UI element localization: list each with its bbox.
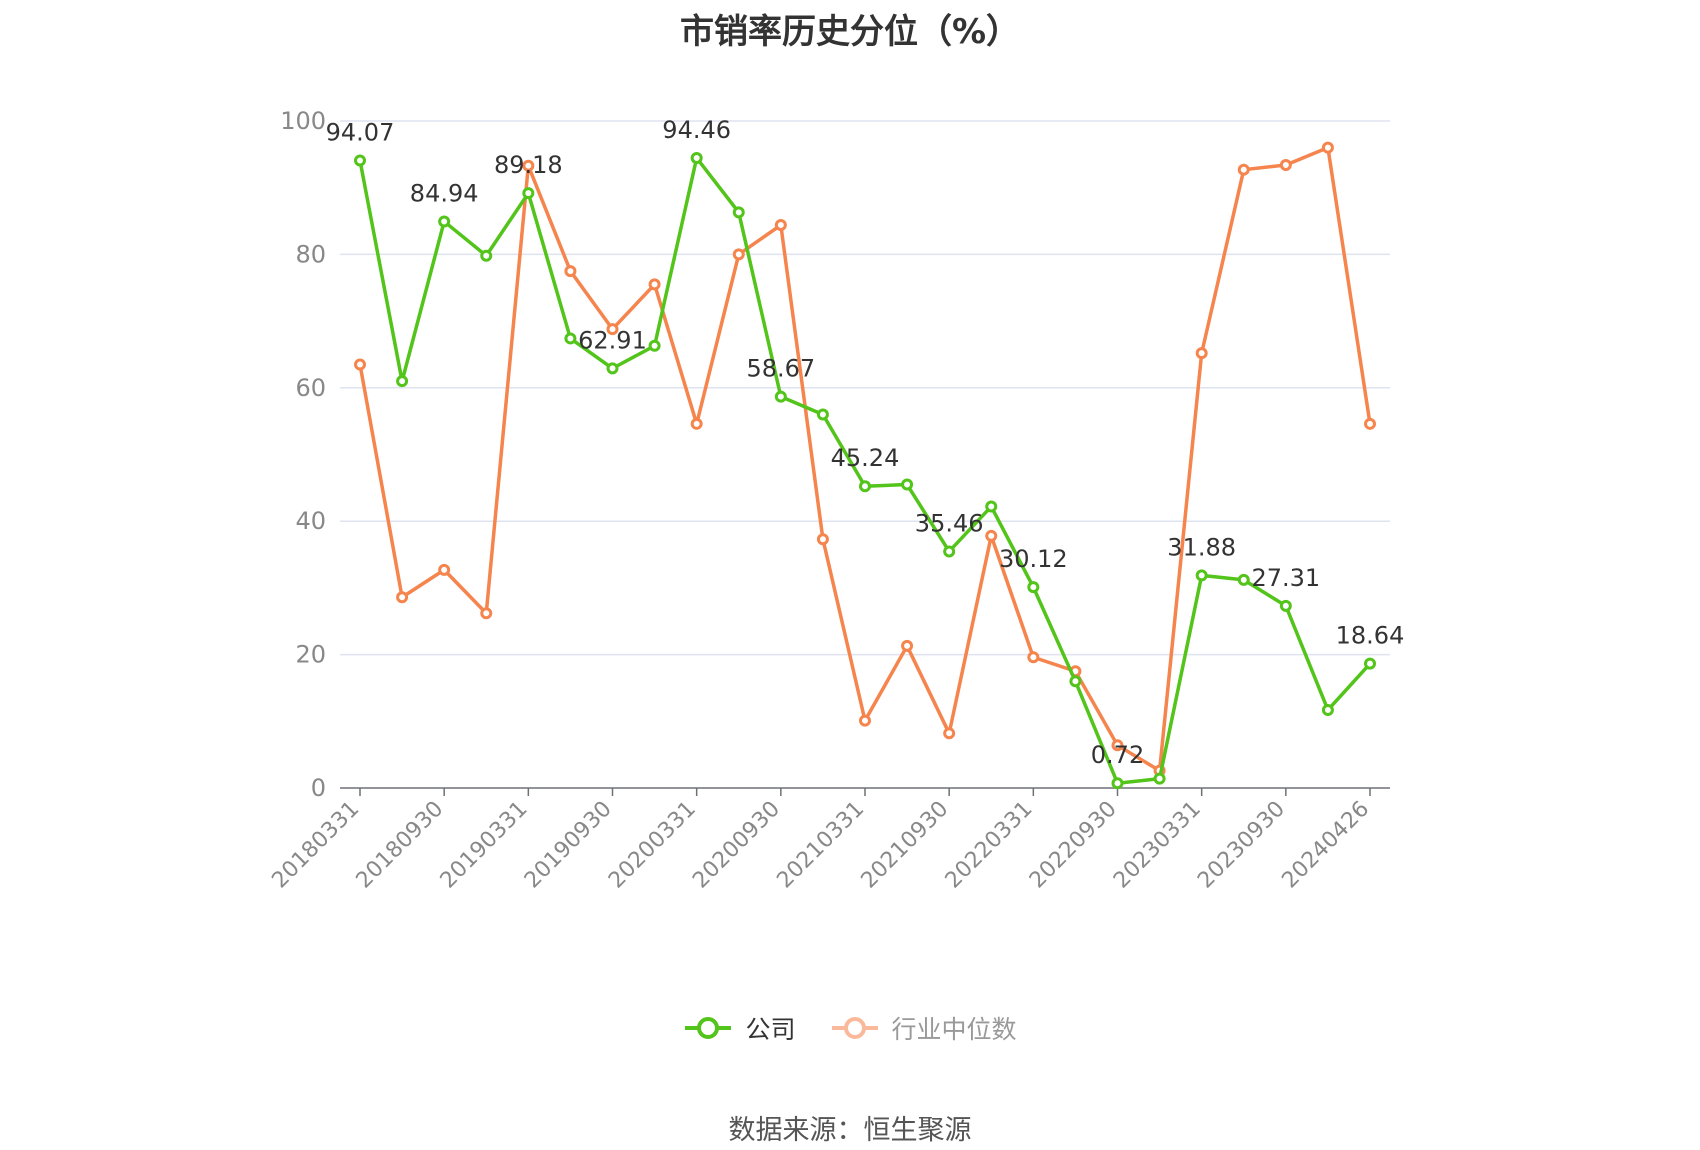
data-point: [690, 151, 703, 164]
data-point: [985, 529, 998, 542]
data-point: [1279, 159, 1292, 172]
data-label: 89.18: [494, 151, 563, 179]
data-point: [648, 278, 661, 291]
x-tick-label: 20230331: [1109, 797, 1206, 894]
data-point: [1237, 573, 1250, 586]
grid-lines: [340, 120, 1390, 656]
data-label: 94.46: [662, 116, 731, 144]
x-tick-label: 20200331: [604, 797, 701, 894]
data-point: [606, 362, 619, 375]
legend-industry-label: 行业中位数: [891, 1015, 1017, 1044]
data-point: [816, 533, 829, 546]
x-tick-label: 20220331: [941, 797, 1038, 894]
x-tick-label: 20180331: [267, 797, 364, 894]
x-tick-label: 20210930: [857, 797, 954, 894]
data-point: [690, 417, 703, 430]
source-note: 数据来源：恒生聚源: [728, 1115, 972, 1146]
data-point: [522, 159, 535, 172]
legend-company-label: 公司: [745, 1015, 796, 1044]
data-point: [1027, 651, 1040, 664]
data-point: [1279, 599, 1292, 612]
data-point: [732, 248, 745, 261]
data-point: [901, 639, 914, 652]
data-point: [354, 358, 366, 371]
axes: 0 20 40 60 80 100 2018033120180930201903312019…: [267, 107, 1390, 893]
legend-item-industry[interactable]: 行业中位数: [830, 1010, 1017, 1046]
data-point: [774, 390, 787, 403]
x-tick-label: 20190331: [436, 797, 533, 894]
y-tick-label: 100: [280, 107, 326, 135]
data-point: [1111, 739, 1124, 752]
data-point: [1111, 777, 1124, 790]
data-labels: 94.07 84.94 89.18 62.91 94.46 58.67 45.24 35.46…: [326, 116, 1405, 769]
x-tick-label: 20230930: [1193, 797, 1290, 894]
data-point: [480, 249, 493, 262]
y-tick-label: 80: [295, 240, 326, 268]
data-label: 0.72: [1091, 741, 1144, 769]
x-tick-label: 20220930: [1025, 797, 1122, 894]
y-tick-label: 40: [295, 507, 326, 535]
x-tick-label: 20240426: [1277, 797, 1374, 894]
data-point: [943, 545, 956, 558]
data-label: 45.24: [831, 444, 900, 472]
data-point: [1321, 703, 1334, 716]
data-point: [648, 339, 661, 352]
data-point: [1237, 163, 1250, 176]
data-point: [480, 607, 493, 620]
data-point: [816, 408, 829, 421]
data-label: 31.88: [1167, 533, 1236, 561]
data-point: [1027, 581, 1040, 594]
y-tick-label: 20: [295, 641, 326, 669]
x-tick-label: 20200930: [688, 797, 785, 894]
y-tick-label: 0: [311, 774, 326, 802]
data-point: [1069, 675, 1082, 688]
data-point: [1195, 347, 1208, 360]
series-lines: [354, 141, 1376, 790]
chart-title: 市销率历史分位（%）: [679, 12, 1021, 52]
data-label: 27.31: [1251, 564, 1320, 592]
data-label: 94.07: [326, 119, 395, 147]
data-label: 35.46: [915, 509, 984, 537]
x-tick-label: 20190930: [520, 797, 617, 894]
data-point: [438, 563, 451, 576]
legend-item-company[interactable]: 公司: [683, 1010, 796, 1046]
data-point: [564, 332, 577, 345]
data-point: [438, 215, 451, 228]
data-point: [396, 591, 409, 604]
data-point: [943, 727, 956, 740]
data-point: [859, 480, 871, 493]
x-tick-label: 20180930: [352, 797, 449, 894]
data-point: [354, 154, 366, 167]
data-point: [774, 219, 787, 232]
data-point: [396, 375, 409, 388]
data-point: [1153, 772, 1166, 785]
data-point: [522, 187, 535, 200]
data-point: [901, 478, 914, 491]
data-point: [606, 323, 619, 336]
legend-company-marker-icon: [685, 1017, 732, 1039]
data-label: 18.64: [1336, 622, 1405, 650]
data-point: [1195, 569, 1208, 582]
legend: 公司 行业中位数: [0, 1010, 1700, 1046]
legend-industry-marker-icon: [831, 1017, 878, 1039]
data-label: 30.12: [999, 545, 1068, 573]
data-point: [859, 714, 871, 727]
data-point: [1364, 417, 1376, 430]
data-label: 84.94: [410, 179, 479, 207]
data-point: [1364, 657, 1376, 670]
data-point: [985, 500, 998, 513]
data-point: [732, 206, 745, 219]
data-label: 58.67: [746, 355, 815, 383]
y-tick-label: 60: [295, 374, 326, 402]
data-point: [1321, 141, 1334, 154]
x-tick-label: 20210331: [772, 797, 869, 894]
data-label: 62.91: [578, 326, 647, 354]
data-point: [564, 265, 577, 278]
